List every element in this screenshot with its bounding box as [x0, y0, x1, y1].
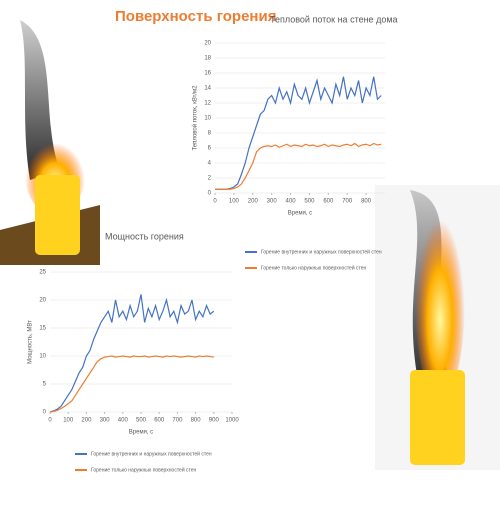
slide-title: Поверхность горения [115, 8, 276, 25]
series-line [49, 294, 215, 413]
x-tick-label: 100 [63, 418, 74, 424]
x-axis-label: Время, с [129, 430, 153, 436]
y-tick-label: 6 [208, 146, 212, 152]
y-tick-label: 14 [204, 86, 211, 92]
legend-label: Горение внутренних и наружных поверхност… [261, 248, 382, 255]
y-tick-label: 20 [204, 41, 211, 47]
series-line [215, 76, 382, 190]
legend-label: Горение внутренних и наружных поверхност… [91, 450, 212, 457]
x-tick-label: 1000 [225, 418, 239, 424]
y-tick-label: 16 [204, 71, 211, 77]
legend-label: Горение только наружных поверхностей сте… [261, 264, 367, 271]
x-tick-label: 300 [100, 418, 111, 424]
x-tick-label: 400 [286, 199, 297, 205]
x-tick-label: 200 [248, 199, 259, 205]
x-tick-label: 900 [209, 418, 220, 424]
fire-right [375, 185, 500, 470]
y-tick-label: 5 [43, 382, 47, 388]
x-tick-label: 700 [342, 199, 353, 205]
x-tick-label: 200 [81, 418, 92, 424]
x-tick-label: 600 [323, 199, 334, 205]
y-tick-label: 0 [43, 410, 47, 416]
series-line [215, 142, 382, 190]
fire-left [0, 20, 100, 265]
y-axis-label: Мощность, МВт [28, 320, 34, 364]
legend-label: Горение только наружных поверхностей сте… [91, 466, 197, 473]
x-tick-label: 0 [48, 418, 52, 424]
y-tick-label: 10 [204, 116, 211, 122]
y-tick-label: 18 [204, 56, 211, 62]
y-tick-label: 12 [204, 101, 211, 107]
x-tick-label: 0 [213, 199, 217, 205]
y-tick-label: 8 [208, 131, 212, 137]
y-tick-label: 0 [208, 191, 212, 197]
y-tick-label: 4 [208, 161, 212, 167]
x-tick-label: 600 [154, 418, 165, 424]
x-tick-label: 800 [191, 418, 202, 424]
y-tick-label: 2 [208, 176, 212, 182]
x-tick-label: 700 [172, 418, 183, 424]
y-tick-label: 15 [39, 326, 46, 332]
x-tick-label: 500 [136, 418, 147, 424]
chart-title: Мощность горения [105, 231, 184, 241]
y-tick-label: 25 [39, 270, 46, 276]
x-tick-label: 500 [304, 199, 315, 205]
x-tick-label: 400 [118, 418, 129, 424]
y-tick-label: 20 [39, 298, 46, 304]
chart-title: Тепловой поток на стене дома [270, 14, 398, 24]
x-tick-label: 100 [229, 199, 240, 205]
y-axis-label: Тепловой поток, кВт/м2 [192, 85, 199, 151]
y-tick-label: 10 [39, 354, 46, 360]
series-line [49, 355, 214, 413]
x-axis-label: Время, с [288, 211, 312, 217]
x-tick-label: 300 [267, 199, 278, 205]
x-tick-label: 800 [361, 199, 372, 205]
